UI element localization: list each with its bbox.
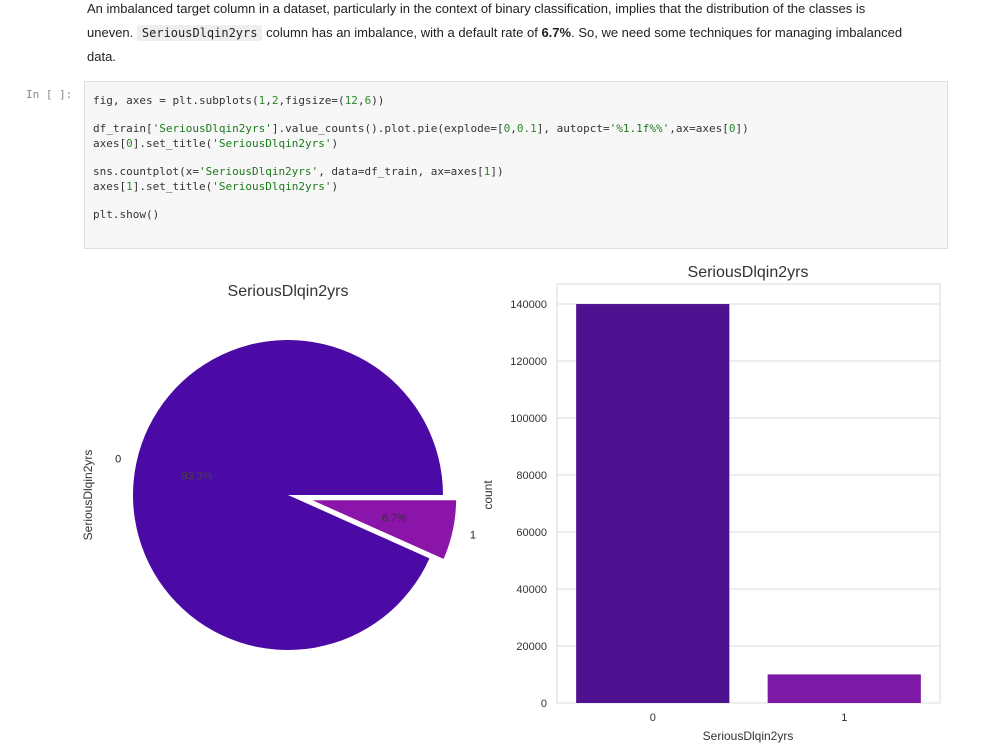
cell-prompt: In [ ]: bbox=[26, 88, 73, 101]
pie-ylabel: SeriousDlqin2yrs bbox=[81, 450, 95, 541]
markdown-cell: An imbalanced target column in a dataset… bbox=[87, 0, 947, 69]
bar-ytick-label-2: 40000 bbox=[516, 584, 547, 596]
bar-ytick-label-0: 0 bbox=[541, 698, 547, 710]
markdown-line-1: An imbalanced target column in a dataset… bbox=[87, 1, 866, 16]
bar-ytick-label-5: 100000 bbox=[510, 413, 547, 425]
bar-yticks: 0 20000 40000 60000 80000 100000 120000 140000 bbox=[510, 299, 547, 710]
markdown-line-2: uneven. SeriousDlqin2yrs column has an i… bbox=[87, 25, 903, 41]
code-line-3: axes[0].set_title('SeriousDlqin2yrs') bbox=[93, 137, 339, 150]
bar-0 bbox=[576, 304, 730, 703]
bar-xlabel: SeriousDlqin2yrs bbox=[703, 729, 794, 743]
bar-xtick-label-0: 0 bbox=[650, 712, 656, 724]
inline-code: SeriousDlqin2yrs bbox=[136, 25, 263, 41]
bar-ytick-label-1: 20000 bbox=[516, 641, 547, 653]
code-line-1: fig, axes = plt.subplots(1,2,figsize=(12… bbox=[93, 94, 385, 107]
bar-chart: SeriousDlqin2yrs 02000040000600008000010… bbox=[481, 264, 941, 743]
code-line-2: df_train['SeriousDlqin2yrs'].value_count… bbox=[93, 122, 749, 135]
pie-pct-1: 6.7% bbox=[382, 513, 407, 525]
code-line-4: sns.countplot(x='SeriousDlqin2yrs', data… bbox=[93, 165, 504, 178]
bar-ytick-label-3: 60000 bbox=[516, 527, 547, 539]
output-figure: SeriousDlqin2yrs SeriousDlqin2yrs 0 1 93… bbox=[81, 264, 941, 743]
code-editor[interactable]: fig, axes = plt.subplots(1,2,figsize=(12… bbox=[85, 82, 947, 233]
pie-chart: SeriousDlqin2yrs SeriousDlqin2yrs 0 1 93… bbox=[81, 283, 476, 650]
bar-1 bbox=[767, 674, 921, 703]
bar-ytick-label-4: 80000 bbox=[516, 470, 547, 482]
pie-pct-0: 93.3% bbox=[181, 471, 212, 483]
pie-slice-0 bbox=[132, 340, 443, 650]
pie-label-1: 1 bbox=[470, 530, 476, 542]
bar-title: SeriousDlqin2yrs bbox=[688, 264, 809, 281]
markdown-line-3: data. bbox=[87, 49, 116, 64]
code-cell[interactable]: fig, axes = plt.subplots(1,2,figsize=(12… bbox=[84, 81, 948, 249]
pie-title: SeriousDlqin2yrs bbox=[228, 283, 349, 300]
bar-ytick-label-7: 140000 bbox=[510, 299, 547, 311]
bold-rate: 6.7% bbox=[541, 25, 572, 40]
bar-ytick-label-6: 120000 bbox=[510, 356, 547, 368]
bar-xtick-label-1: 1 bbox=[841, 712, 847, 724]
code-line-5: axes[1].set_title('SeriousDlqin2yrs') bbox=[93, 180, 339, 193]
code-line-6: plt.show() bbox=[93, 208, 160, 221]
bar-bars bbox=[576, 304, 921, 703]
bar-ylabel: count bbox=[481, 480, 495, 510]
pie-label-0: 0 bbox=[115, 454, 121, 466]
pie-slice-1 bbox=[302, 496, 461, 565]
